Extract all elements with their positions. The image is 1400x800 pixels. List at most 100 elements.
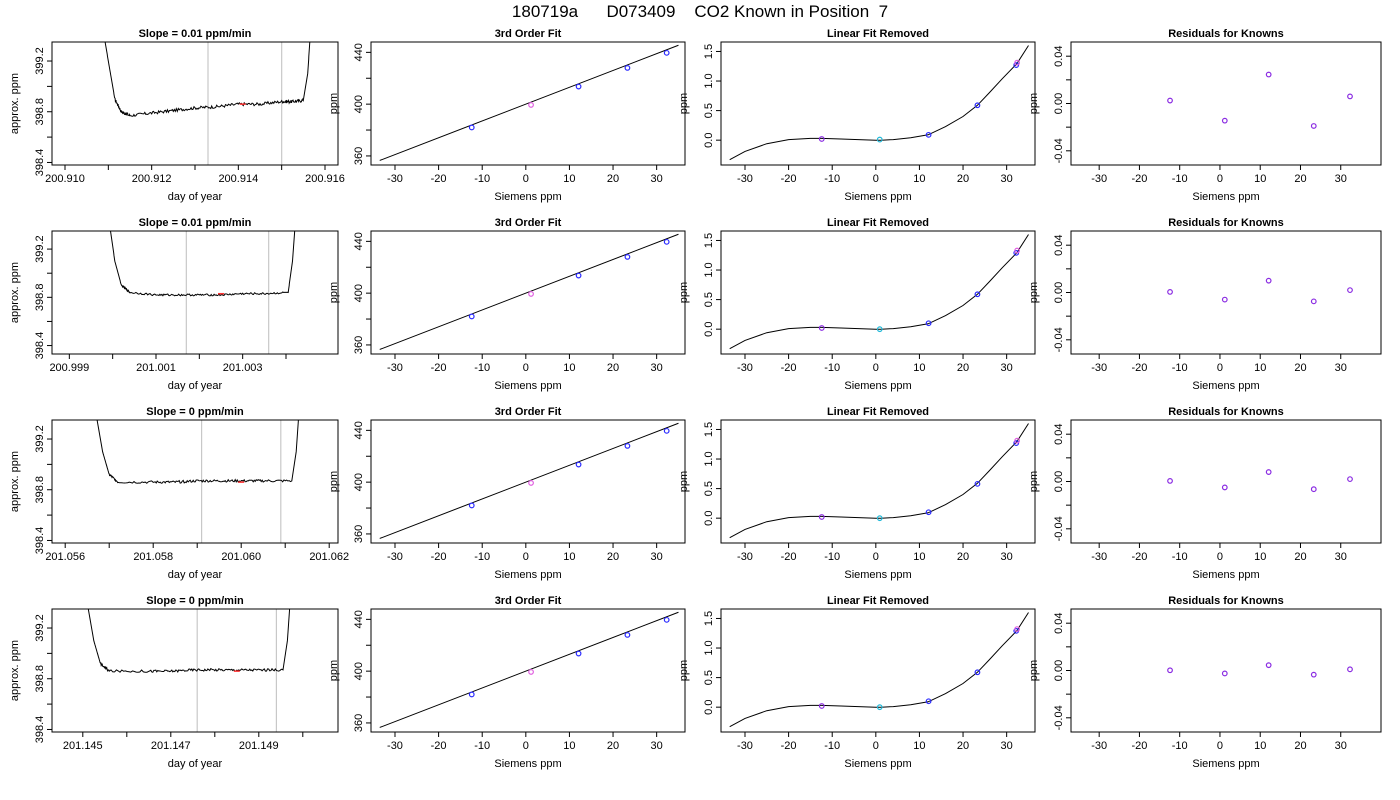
x-axis-label: Siemens ppm <box>1192 758 1259 770</box>
x-tick-label: -30 <box>1091 551 1107 563</box>
x-tick-label: -30 <box>1091 362 1107 374</box>
x-tick-label: 20 <box>1294 362 1306 374</box>
x-tick-label: 20 <box>607 362 619 374</box>
x-tick-label: 201.001 <box>136 362 176 374</box>
x-tick-label: -10 <box>1172 551 1188 563</box>
data-point <box>1167 97 1173 104</box>
x-tick-label: 201.145 <box>63 740 103 752</box>
x-axis-label: Siemens ppm <box>1192 569 1259 581</box>
chart-title: Residuals for Knowns <box>1168 406 1284 418</box>
x-tick-label: 10 <box>563 362 575 374</box>
series-line <box>109 231 296 297</box>
plot-frame <box>51 230 339 355</box>
y-tick-label: 1.0 <box>703 451 715 466</box>
x-tick-label: 10 <box>1254 551 1266 563</box>
data-point <box>575 272 582 279</box>
data-layer <box>104 42 311 117</box>
chart-title: Linear Fit Removed <box>827 217 929 229</box>
plot-frame <box>51 41 339 166</box>
x-tick-label: 10 <box>563 551 575 563</box>
x-tick-label: 20 <box>957 362 969 374</box>
chart-title: 3rd Order Fit <box>495 406 562 418</box>
data-point <box>925 509 932 516</box>
x-tick-label: 10 <box>1254 173 1266 185</box>
data-layer <box>379 233 679 350</box>
data-point <box>624 253 631 260</box>
y-tick-label: 360 <box>353 147 365 165</box>
plot-frame <box>720 41 1036 166</box>
x-tick-label: 30 <box>651 551 663 563</box>
data-point <box>974 291 981 298</box>
plot-frame <box>1070 419 1382 544</box>
chart-title: Slope = 0.01 ppm/min <box>139 28 252 40</box>
y-axis-label: ppm <box>328 93 340 114</box>
data-layer <box>379 422 679 539</box>
x-tick-label: -10 <box>1172 362 1188 374</box>
y-tick-label: 1.5 <box>703 233 715 248</box>
data-point <box>925 131 932 138</box>
x-tick-label: 20 <box>607 173 619 185</box>
data-point <box>1014 437 1021 444</box>
y-tick-label: 1.5 <box>703 611 715 626</box>
chart-title: Residuals for Knowns <box>1168 28 1284 40</box>
y-axis-label: ppm <box>1028 660 1040 681</box>
plot-frame <box>1070 41 1382 166</box>
y-axis-label: ppm <box>678 660 690 681</box>
plot-frame <box>370 419 686 544</box>
x-tick-label: 200.910 <box>45 173 85 185</box>
data-point <box>528 480 534 486</box>
x-tick-label: 30 <box>651 173 663 185</box>
chart-panel: 3rd Order Fit -30 -20 -10 0 10 20 30 360 400 440 Si… <box>328 406 686 581</box>
x-tick-label: -10 <box>474 551 490 563</box>
chart-panel: Slope = 0.01 ppm/min 200.999 201.001 201.00… <box>9 217 339 392</box>
data-point <box>974 669 981 676</box>
chart-panel: Residuals for Knowns -30 -20 -10 0 10 20 30 -0.0… <box>1028 217 1382 392</box>
x-tick-label: 0 <box>873 551 879 563</box>
chart-title: Linear Fit Removed <box>827 406 929 418</box>
data-point <box>468 313 475 320</box>
chart-panel: 3rd Order Fit -30 -20 -10 0 10 20 30 360 400 440 Si… <box>328 28 686 203</box>
data-point <box>1347 287 1353 294</box>
data-point <box>575 461 582 468</box>
x-tick-label: 20 <box>607 740 619 752</box>
y-tick-label: 360 <box>353 714 365 732</box>
plot-frame <box>720 230 1036 355</box>
y-tick-label: 398.8 <box>34 284 46 312</box>
x-axis-label: Siemens ppm <box>844 191 911 203</box>
x-tick-label: -10 <box>474 362 490 374</box>
page-title: 180719a D073409 CO2 Known in Position 7 <box>511 2 889 21</box>
data-layer <box>379 44 679 161</box>
x-axis-label: Siemens ppm <box>844 380 911 392</box>
x-tick-label: -30 <box>387 740 403 752</box>
x-tick-label: -30 <box>737 551 753 563</box>
data-layer <box>1167 277 1353 305</box>
y-tick-label: 1.5 <box>703 44 715 59</box>
chart-panel: Linear Fit Removed -30 -20 -10 0 10 20 30 0.0 0.5… <box>678 217 1036 392</box>
y-tick-label: 360 <box>353 525 365 543</box>
data-point <box>1265 469 1272 475</box>
y-tick-label: 400 <box>353 662 365 680</box>
x-tick-label: -10 <box>1172 740 1188 752</box>
data-point <box>663 49 670 56</box>
series-line <box>87 609 291 674</box>
y-axis-label: approx. ppm <box>9 640 21 701</box>
y-tick-label: 398.8 <box>34 665 46 693</box>
x-tick-label: 30 <box>1335 173 1347 185</box>
data-point <box>876 326 883 333</box>
chart-panel: Slope = 0 ppm/min 201.056 201.058 201.060 20… <box>9 406 349 581</box>
data-point <box>974 102 981 109</box>
y-tick-label: 0.00 <box>1053 282 1065 303</box>
data-point <box>663 616 670 623</box>
y-tick-label: 0.5 <box>703 481 715 496</box>
chart-panel: Linear Fit Removed -30 -20 -10 0 10 20 30 0.0 0.5… <box>678 595 1036 770</box>
x-tick-label: -30 <box>1091 740 1107 752</box>
y-tick-label: 0.5 <box>703 103 715 118</box>
x-tick-label: 0 <box>1217 173 1223 185</box>
series-line <box>104 42 311 117</box>
x-tick-label: -20 <box>781 551 797 563</box>
fit-curve <box>729 423 1029 539</box>
x-axis-label: day of year <box>168 758 223 770</box>
y-tick-label: 400 <box>353 284 365 302</box>
y-tick-label: 398.4 <box>34 716 46 744</box>
y-tick-label: -0.04 <box>1053 516 1065 541</box>
